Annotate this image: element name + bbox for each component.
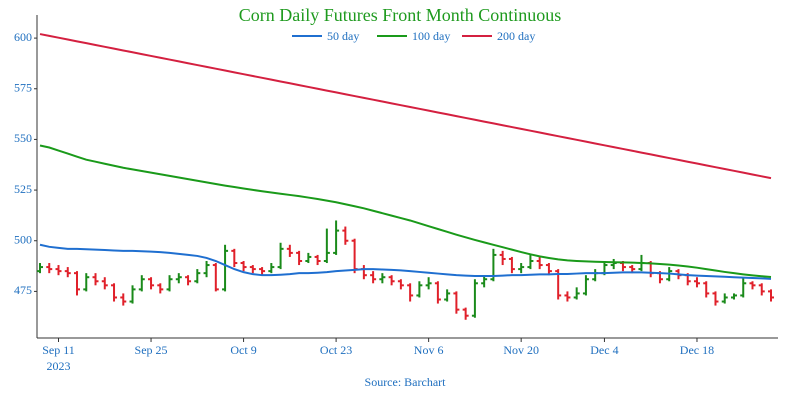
x-tick-label: Sep 25 xyxy=(135,343,168,357)
x-tick-label: Nov 20 xyxy=(503,343,539,357)
source-label: Source: Barchart xyxy=(365,375,447,389)
x-tick-label: Nov 6 xyxy=(414,343,444,357)
x-tick-label: Oct 23 xyxy=(320,343,352,357)
x-tick-label: Oct 9 xyxy=(230,343,256,357)
chart-title: Corn Daily Futures Front Month Continuou… xyxy=(239,5,562,25)
x-tick-label: Dec 18 xyxy=(680,343,714,357)
ma-line xyxy=(39,33,772,180)
y-tick-label: 600 xyxy=(14,30,32,44)
x-tick-label: Dec 4 xyxy=(590,343,618,357)
ma-line xyxy=(39,144,772,279)
legend-label: 100 day xyxy=(412,29,450,43)
ma-line xyxy=(39,243,772,280)
x-year-label: 2023 xyxy=(47,359,71,373)
y-tick-label: 475 xyxy=(14,283,32,297)
x-tick-label: Sep 11 xyxy=(42,343,75,357)
y-tick-label: 550 xyxy=(14,131,32,145)
legend-label: 50 day xyxy=(327,29,359,43)
y-tick-label: 575 xyxy=(14,81,32,95)
y-tick-label: 500 xyxy=(14,232,32,246)
legend-label: 200 day xyxy=(497,29,535,43)
y-tick-label: 525 xyxy=(14,182,32,196)
